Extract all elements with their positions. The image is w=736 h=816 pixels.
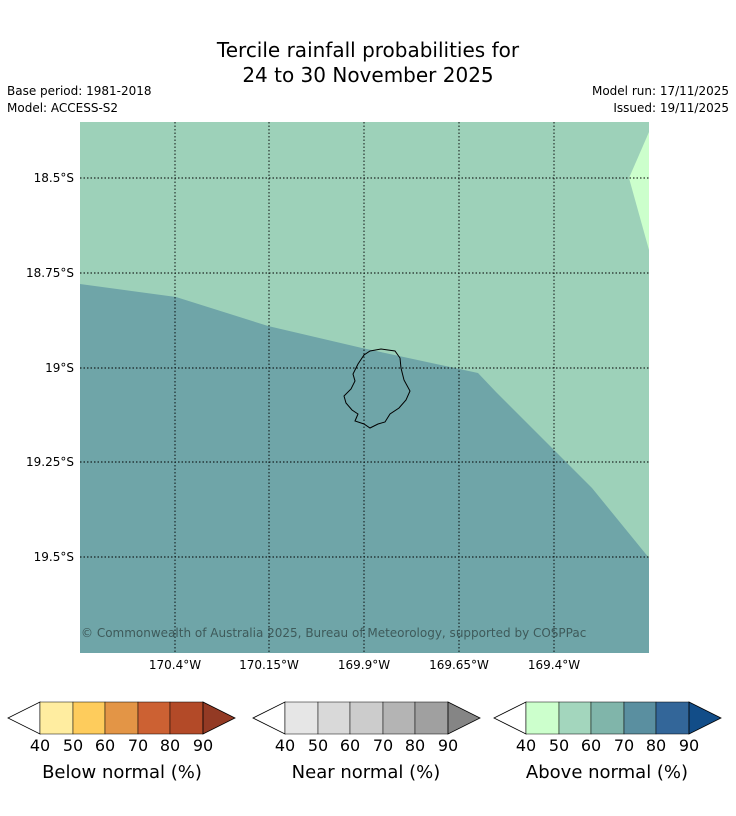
lat-label: 18.5°S	[34, 171, 74, 185]
colorbar-swatch	[558, 701, 592, 735]
colorbar-tick: 50	[549, 736, 569, 755]
colorbar-under-arrow	[252, 701, 286, 735]
colorbar-over-arrow	[202, 701, 236, 735]
meta-right: Model run: 17/11/2025 Issued: 19/11/2025	[592, 83, 729, 117]
colorbar-over-arrow	[447, 701, 481, 735]
colorbar-swatch	[317, 701, 351, 735]
lon-label: 169.9°W	[338, 658, 390, 672]
colorbar-tick: 60	[581, 736, 601, 755]
colorbar-swatch	[169, 701, 204, 735]
copyright-credit: © Commonwealth of Australia 2025, Bureau…	[81, 626, 586, 640]
colorbar-over-arrow	[688, 701, 722, 735]
colorbar-label-above: Above normal (%)	[526, 762, 688, 783]
colorbar-under-arrow	[493, 701, 527, 735]
lon-label: 170.4°W	[149, 658, 201, 672]
niue-island-outline	[343, 348, 411, 429]
meta-left: Base period: 1981-2018 Model: ACCESS-S2	[7, 83, 152, 117]
model-name: Model: ACCESS-S2	[7, 101, 119, 115]
lat-label: 19.25°S	[26, 455, 74, 469]
colorbar-tick: 40	[30, 736, 50, 755]
colorbar-swatch	[414, 701, 449, 735]
longitude-labels: 170.4°W 170.15°W 169.9°W 169.65°W 169.4°…	[149, 658, 580, 672]
colorbar-tick: 70	[373, 736, 393, 755]
colorbar-swatch	[72, 701, 106, 735]
model-run: Model run: 17/11/2025	[591, 84, 729, 98]
colorbar-swatch	[525, 701, 560, 735]
colorbar-tick: 90	[438, 736, 458, 755]
colorbar-tick: 90	[193, 736, 213, 755]
lat-label: 19.5°S	[34, 550, 74, 564]
colorbar-swatch	[349, 701, 384, 735]
colorbar-label-below: Below normal (%)	[42, 762, 202, 783]
colorbar-swatch	[137, 701, 171, 735]
gridlines	[80, 122, 649, 653]
colorbar-tick: 60	[340, 736, 360, 755]
colorbar-tick: 80	[160, 736, 180, 755]
colorbar-label-near: Near normal (%)	[292, 762, 441, 783]
colorbar-swatch	[590, 701, 625, 735]
colorbar-tick: 80	[405, 736, 425, 755]
lat-label: 19°S	[45, 361, 74, 375]
map-title-line1: Tercile rainfall probabilities for	[216, 38, 520, 62]
latitude-labels: 18.5°S 18.75°S 19°S 19.25°S 19.5°S	[26, 171, 74, 564]
colorbar-swatch	[104, 701, 139, 735]
map-title-line2: 24 to 30 November 2025	[242, 63, 494, 87]
lon-label: 169.4°W	[528, 658, 580, 672]
lat-label: 18.75°S	[26, 266, 74, 280]
colorbar-below: 40 50 60 70 80 90 Below normal (%)	[7, 701, 236, 783]
probability-region-40	[629, 132, 649, 250]
colorbar-swatch	[655, 701, 690, 735]
colorbar-swatch	[39, 701, 74, 735]
base-period: Base period: 1981-2018	[7, 84, 152, 98]
colorbar-tick: 90	[679, 736, 699, 755]
probability-region-60	[80, 284, 649, 653]
colorbar-tick: 50	[63, 736, 83, 755]
colorbar-tick: 40	[275, 736, 295, 755]
colorbar-tick: 40	[516, 736, 536, 755]
issued-date: Issued: 19/11/2025	[613, 101, 729, 115]
colorbar-swatch	[284, 701, 319, 735]
colorbar-under-arrow	[7, 701, 41, 735]
colorbar-above: 40 50 60 70 80 90 Above normal (%)	[493, 701, 722, 783]
colorbar-swatch	[382, 701, 416, 735]
colorbar-tick: 80	[646, 736, 666, 755]
colorbar-tick: 50	[308, 736, 328, 755]
colorbar-tick: 70	[128, 736, 148, 755]
colorbar-swatch	[623, 701, 657, 735]
colorbar-tick: 60	[95, 736, 115, 755]
lon-label: 169.65°W	[429, 658, 489, 672]
map-panel: © Commonwealth of Australia 2025, Bureau…	[80, 122, 649, 653]
colorbar-near: 40 50 60 70 80 90 Near normal (%)	[252, 701, 481, 783]
lon-label: 170.15°W	[239, 658, 299, 672]
colorbar-tick: 70	[614, 736, 634, 755]
